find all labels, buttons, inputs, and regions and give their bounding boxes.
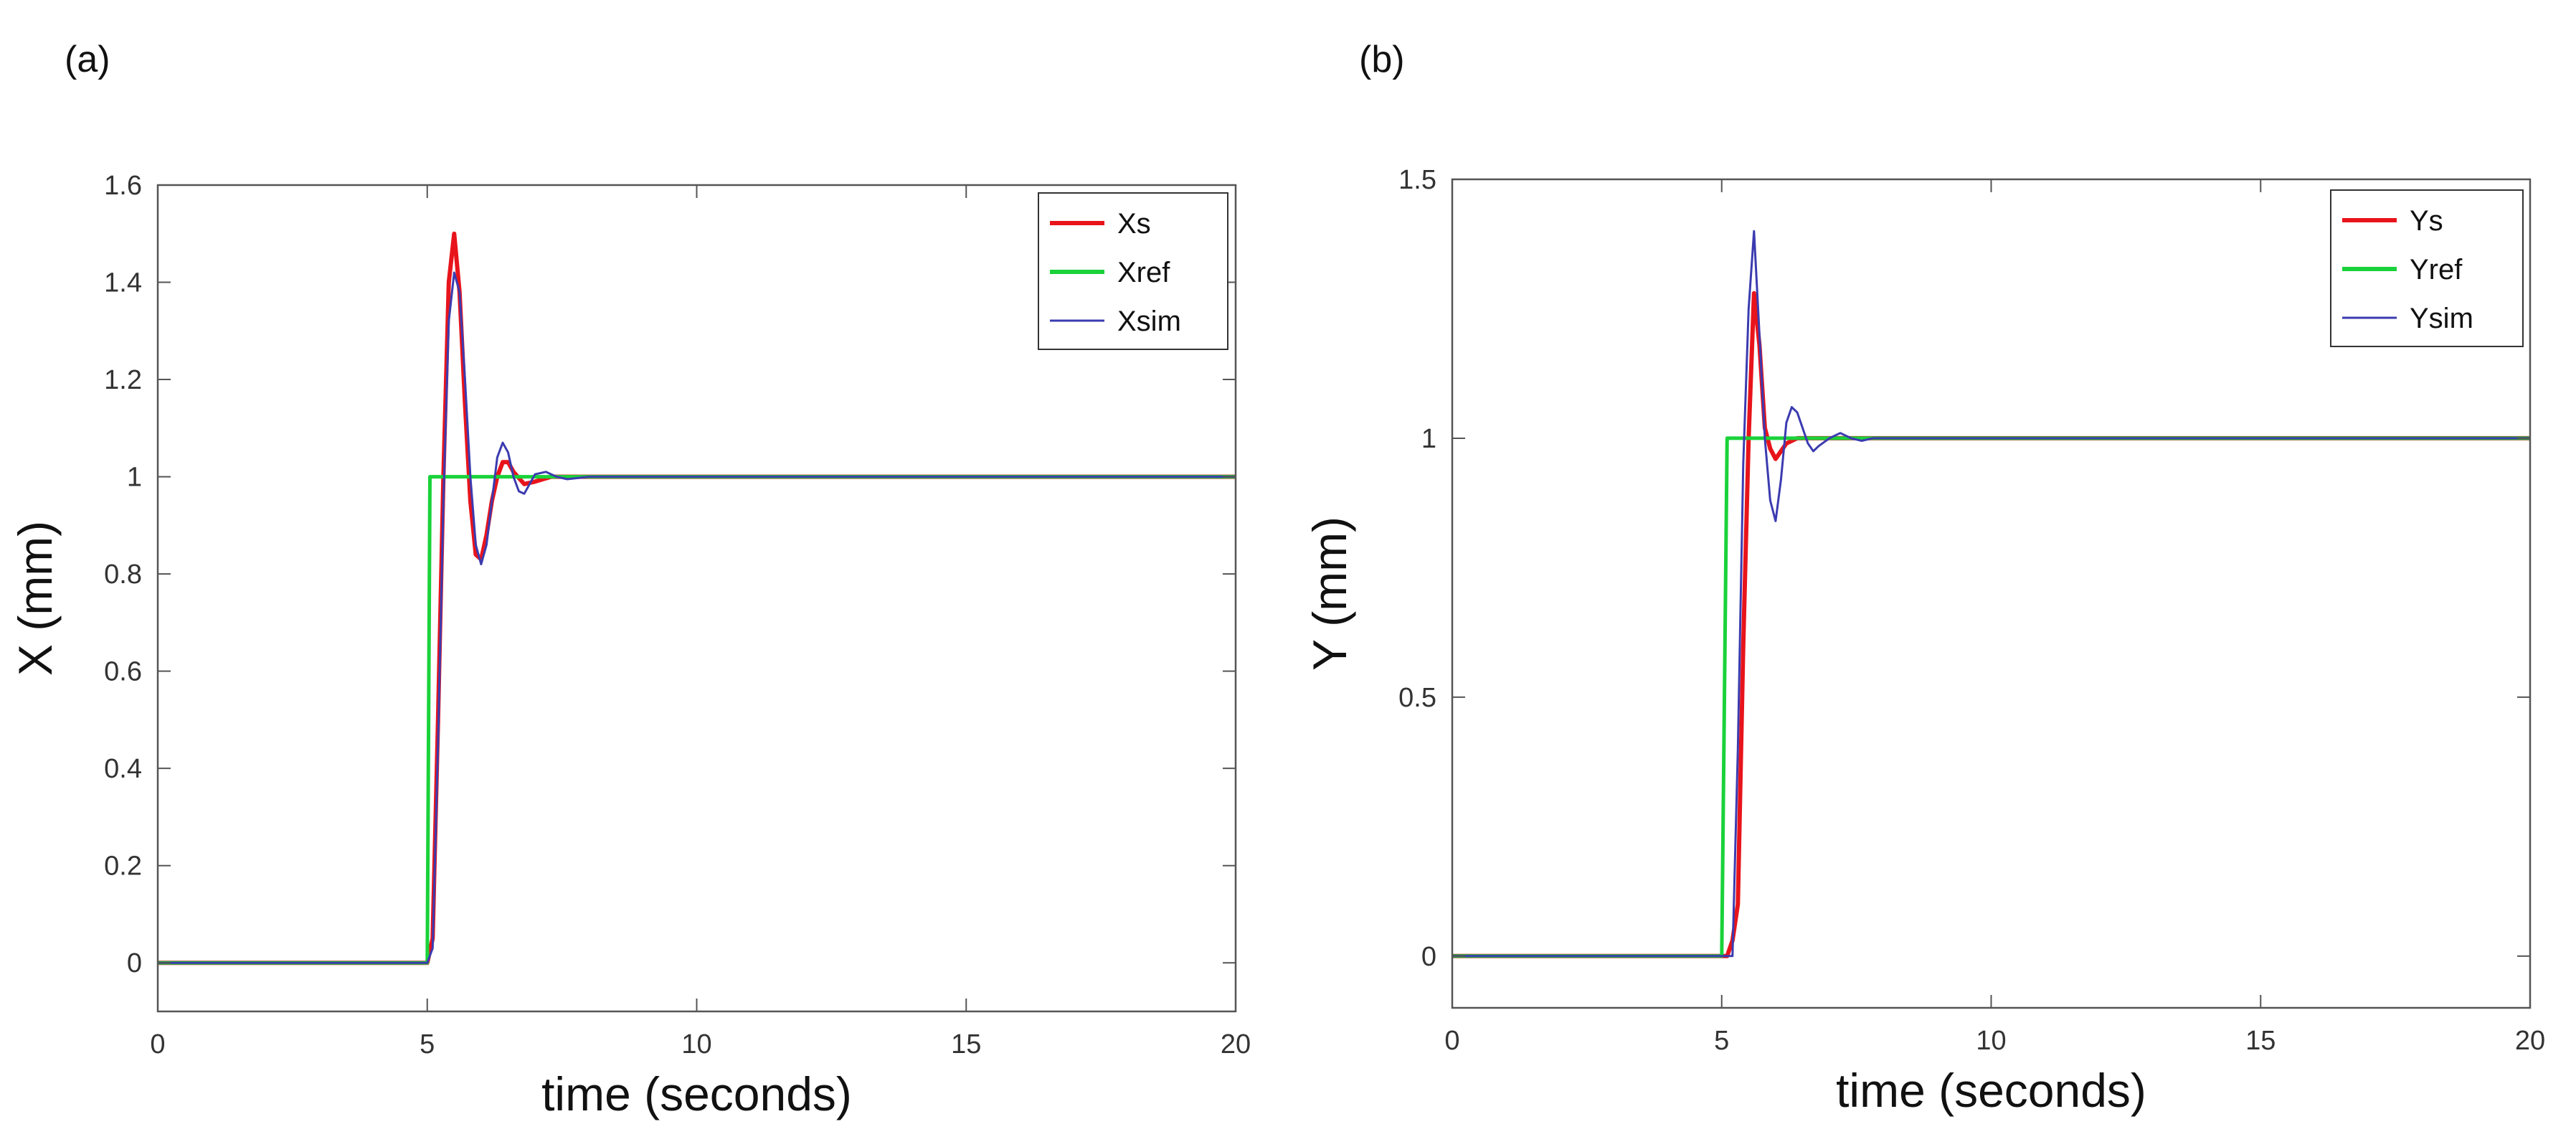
series-group [1452, 230, 2530, 958]
y-tick-label: 1 [1421, 424, 1436, 454]
legend: Ys Yref Ysim [2330, 189, 2524, 347]
y-tick-label: 1.2 [104, 365, 142, 395]
series-group [158, 231, 1236, 966]
legend-label: Ysim [2410, 303, 2473, 334]
y-axis-label: Y (mm) [1303, 516, 1356, 671]
panel-label: (b) [1359, 39, 1405, 80]
x-tick-label: 20 [1221, 1029, 1251, 1059]
legend: Xs Xref Xsim [1038, 192, 1228, 350]
legend-label: Yref [2410, 254, 2463, 285]
panel-label: (a) [65, 39, 110, 80]
y-tick-label: 0.8 [104, 560, 142, 590]
y-axis-label: X (mm) [9, 521, 62, 676]
x-tick-label: 5 [1714, 1026, 1729, 1056]
panel-a: (a) 0 5 10 15 20 0 0.2 0.4 0.6 0.8 1 1.2 1.4 1.6 time (… [9, 39, 1251, 1120]
y-tick-label: 0.4 [104, 754, 142, 784]
x-tick-label: 10 [681, 1029, 711, 1059]
x-axis-label: time (seconds) [1836, 1064, 2146, 1117]
y-tick-label: 1.6 [104, 171, 142, 201]
x-tick-label: 15 [2245, 1026, 2276, 1056]
x-tick-label: 5 [420, 1029, 435, 1059]
x-axis-label: time (seconds) [541, 1067, 852, 1120]
y-tick-label: 0.2 [104, 851, 142, 882]
y-tick-label: 1.4 [104, 268, 142, 298]
legend-label: Xsim [1117, 306, 1181, 337]
x-tick-label: 15 [951, 1029, 981, 1059]
legend-label: Xs [1117, 208, 1151, 240]
legend-label: Ys [2410, 205, 2443, 237]
y-tick-label: 0.6 [104, 657, 142, 687]
x-tick-label: 0 [1444, 1026, 1459, 1056]
y-tick-label: 0 [127, 948, 142, 978]
y-tick-label: 1 [127, 463, 142, 493]
series-line-ysim [1452, 230, 2530, 958]
x-tick-label: 0 [150, 1029, 165, 1059]
legend-label: Xref [1117, 257, 1170, 288]
series-line-xsim [158, 271, 1236, 964]
y-tick-label: 0 [1421, 942, 1436, 972]
x-tick-label: 20 [2515, 1026, 2545, 1056]
panel-b: (b) 0 5 10 15 20 0 0.5 1 1.5 time (seconds) Y (mm) Y… [1303, 39, 2545, 1117]
y-tick-label: 1.5 [1398, 165, 1436, 195]
y-tick-label: 0.5 [1398, 683, 1436, 713]
x-tick-label: 10 [1976, 1026, 2006, 1056]
